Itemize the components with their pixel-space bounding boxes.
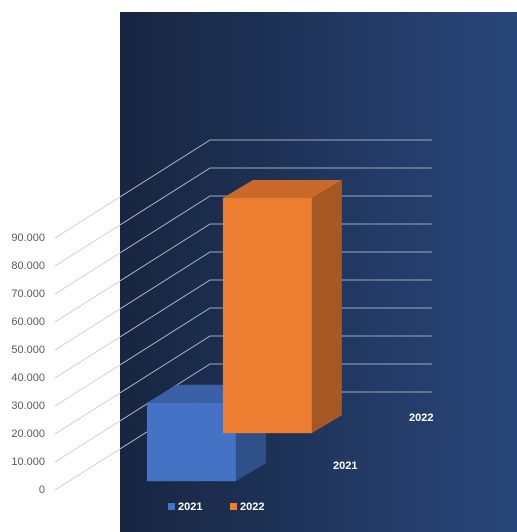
- grid-line: [54, 307, 432, 407]
- legend-label: 2022: [240, 501, 264, 513]
- y-tick-label: 20.000: [11, 428, 45, 440]
- depth-axis-label: 2021: [333, 460, 357, 472]
- depth-axis-label: 2022: [409, 412, 433, 424]
- y-tick-label: 50.000: [11, 344, 45, 356]
- grid-line: [54, 139, 432, 239]
- bar-top: [222, 179, 342, 198]
- grid-line: [54, 251, 432, 351]
- bar-side: [311, 179, 342, 434]
- grid-line: [54, 335, 432, 435]
- legend-label: 2021: [178, 501, 202, 513]
- y-tick-label: 40.000: [11, 372, 45, 384]
- grid-line: [54, 195, 432, 295]
- y-tick-label: 60.000: [11, 316, 45, 328]
- y-tick-label: 70.000: [11, 288, 45, 300]
- bar: [222, 197, 312, 434]
- legend-swatch: [230, 503, 237, 510]
- y-tick-label: 90.000: [11, 232, 45, 244]
- grid-line: [54, 167, 432, 267]
- y-tick-label: 0: [39, 484, 45, 496]
- legend-swatch: [168, 503, 175, 510]
- y-tick-label: 80.000: [11, 260, 45, 272]
- grid-line: [54, 363, 432, 463]
- y-tick-label: 10.000: [11, 456, 45, 468]
- bar: [146, 402, 236, 482]
- grid-line: [54, 279, 432, 379]
- grid-line: [54, 223, 432, 323]
- y-tick-label: 30.000: [11, 400, 45, 412]
